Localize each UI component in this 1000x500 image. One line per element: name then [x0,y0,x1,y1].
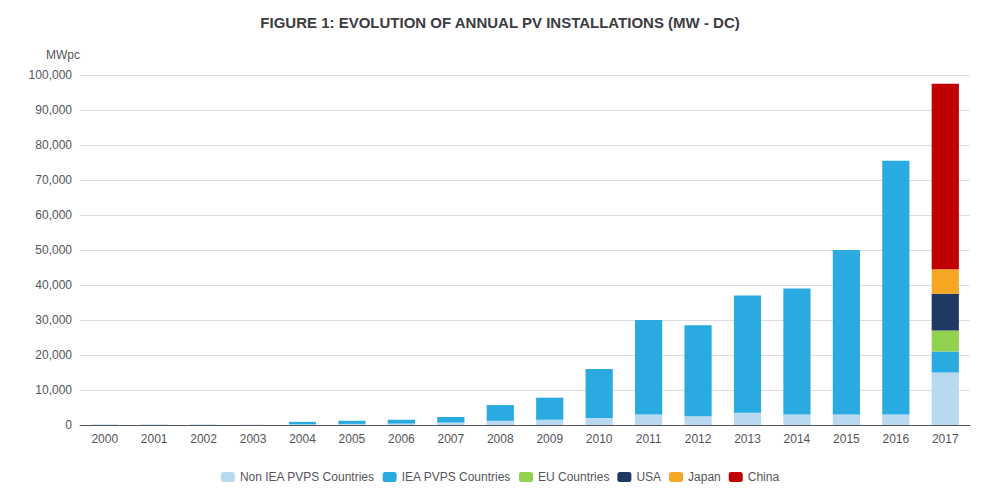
svg-text:2000: 2000 [91,432,118,446]
svg-text:Non IEA PVPS Countries: Non IEA PVPS Countries [240,470,374,484]
svg-text:100,000: 100,000 [29,68,73,82]
svg-text:2015: 2015 [833,432,860,446]
svg-text:2013: 2013 [734,432,761,446]
svg-text:90,000: 90,000 [35,103,72,117]
svg-text:2012: 2012 [685,432,712,446]
svg-text:2007: 2007 [437,432,464,446]
svg-text:IEA PVPS Countries: IEA PVPS Countries [402,470,511,484]
svg-text:China: China [748,470,780,484]
svg-text:0: 0 [65,418,72,432]
svg-text:2005: 2005 [339,432,366,446]
svg-text:70,000: 70,000 [35,173,72,187]
svg-text:2014: 2014 [784,432,811,446]
svg-text:60,000: 60,000 [35,208,72,222]
svg-text:2017: 2017 [932,432,959,446]
svg-text:30,000: 30,000 [35,313,72,327]
svg-text:2002: 2002 [190,432,217,446]
svg-text:Japan: Japan [688,470,721,484]
svg-text:50,000: 50,000 [35,243,72,257]
svg-text:2001: 2001 [141,432,168,446]
svg-text:2008: 2008 [487,432,514,446]
svg-text:2010: 2010 [586,432,613,446]
svg-text:2004: 2004 [289,432,316,446]
svg-text:USA: USA [636,470,661,484]
svg-text:10,000: 10,000 [35,383,72,397]
svg-text:20,000: 20,000 [35,348,72,362]
svg-text:80,000: 80,000 [35,138,72,152]
svg-text:2011: 2011 [636,432,662,446]
svg-text:40,000: 40,000 [35,278,72,292]
svg-text:2016: 2016 [882,432,909,446]
svg-text:EU Countries: EU Countries [538,470,609,484]
svg-text:2006: 2006 [388,432,415,446]
svg-text:2003: 2003 [240,432,267,446]
svg-text:2009: 2009 [536,432,563,446]
svg-text:FIGURE 1: EVOLUTION OF ANNUAL: FIGURE 1: EVOLUTION OF ANNUAL PV INSTALL… [260,14,739,31]
svg-text:MWpc: MWpc [46,48,80,62]
